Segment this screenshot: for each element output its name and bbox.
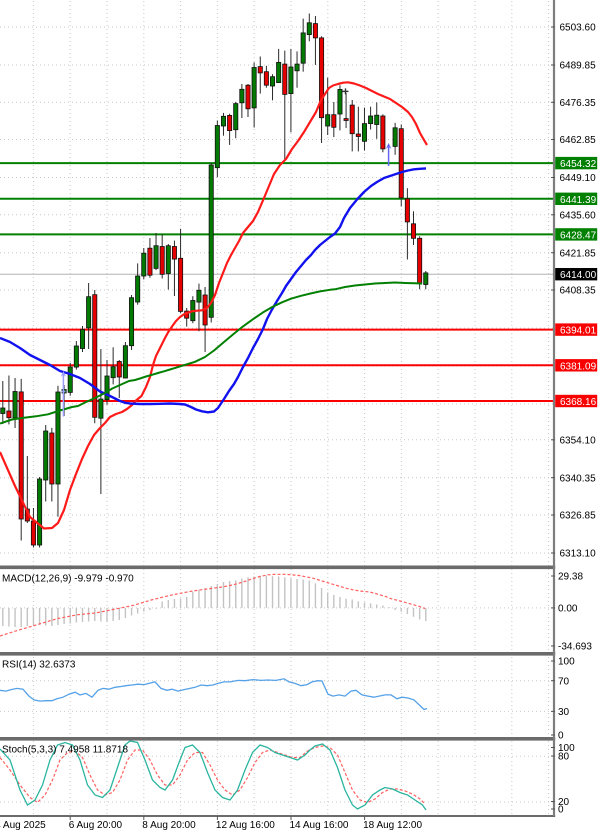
svg-text:6421.85: 6421.85 (560, 248, 597, 259)
svg-text:6381.09: 6381.09 (560, 361, 597, 372)
svg-text:8 Aug 20:00: 8 Aug 20:00 (142, 820, 196, 830)
svg-text:6489.85: 6489.85 (560, 61, 597, 72)
svg-text:6313.10: 6313.10 (560, 549, 597, 560)
svg-text:6368.16: 6368.16 (560, 397, 597, 408)
svg-text:14 Aug 16:00: 14 Aug 16:00 (290, 820, 349, 830)
svg-text:4 Aug 2025: 4 Aug 2025 (0, 820, 46, 830)
svg-text:29.38: 29.38 (558, 572, 583, 583)
svg-text:MACD(12,26,9) -9.979 -0.970: MACD(12,26,9) -9.979 -0.970 (2, 574, 134, 585)
svg-text:6326.85: 6326.85 (560, 511, 597, 522)
svg-text:6394.01: 6394.01 (560, 326, 597, 337)
svg-text:100: 100 (558, 743, 575, 754)
svg-text:100: 100 (558, 657, 575, 668)
svg-text:6414.00: 6414.00 (560, 270, 597, 281)
svg-text:6408.35: 6408.35 (560, 286, 597, 297)
svg-text:0: 0 (558, 731, 564, 742)
svg-text:0.00: 0.00 (558, 604, 578, 615)
svg-text:20: 20 (558, 797, 570, 808)
svg-text:6441.39: 6441.39 (560, 195, 597, 206)
svg-text:-34.693: -34.693 (558, 642, 592, 653)
svg-text:80: 80 (558, 752, 570, 763)
svg-text:0: 0 (558, 805, 564, 816)
svg-text:6462.85: 6462.85 (560, 135, 597, 146)
svg-text:RSI(14) 32.6373: RSI(14) 32.6373 (2, 660, 76, 671)
svg-text:6476.35: 6476.35 (560, 98, 597, 109)
svg-text:6354.10: 6354.10 (560, 435, 597, 446)
svg-text:6454.32: 6454.32 (560, 159, 597, 170)
svg-text:6435.60: 6435.60 (560, 210, 597, 221)
svg-text:30: 30 (558, 707, 570, 718)
svg-text:6340.35: 6340.35 (560, 473, 597, 484)
svg-text:12 Aug 16:00: 12 Aug 16:00 (216, 820, 275, 830)
svg-text:Stoch(5,3,3) 7.4958 11.8718: Stoch(5,3,3) 7.4958 11.8718 (2, 745, 128, 756)
svg-text:6 Aug 20:00: 6 Aug 20:00 (69, 820, 123, 830)
svg-text:6503.60: 6503.60 (560, 23, 597, 34)
svg-text:6428.47: 6428.47 (560, 230, 597, 241)
svg-text:6449.10: 6449.10 (560, 173, 597, 184)
svg-text:18 Aug 12:00: 18 Aug 12:00 (363, 820, 422, 830)
svg-text:70: 70 (558, 676, 570, 687)
